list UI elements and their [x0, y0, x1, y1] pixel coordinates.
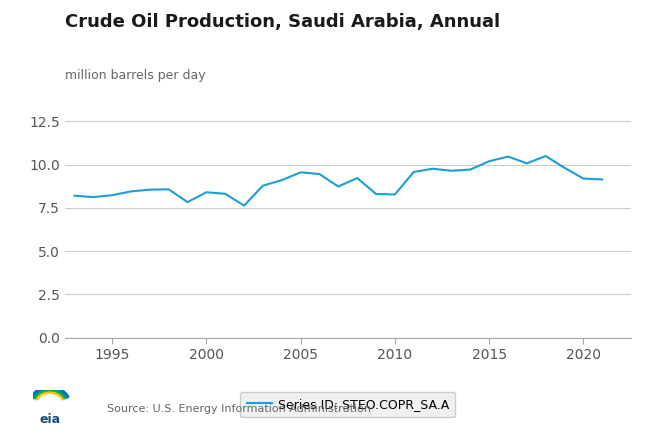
Text: eia: eia — [39, 413, 60, 426]
Legend: Series ID: STEO.COPR_SA.A: Series ID: STEO.COPR_SA.A — [240, 391, 455, 417]
Text: million barrels per day: million barrels per day — [65, 69, 205, 82]
Text: Crude Oil Production, Saudi Arabia, Annual: Crude Oil Production, Saudi Arabia, Annu… — [65, 13, 500, 31]
Text: Source: U.S. Energy Information Administration: Source: U.S. Energy Information Administ… — [107, 404, 371, 414]
